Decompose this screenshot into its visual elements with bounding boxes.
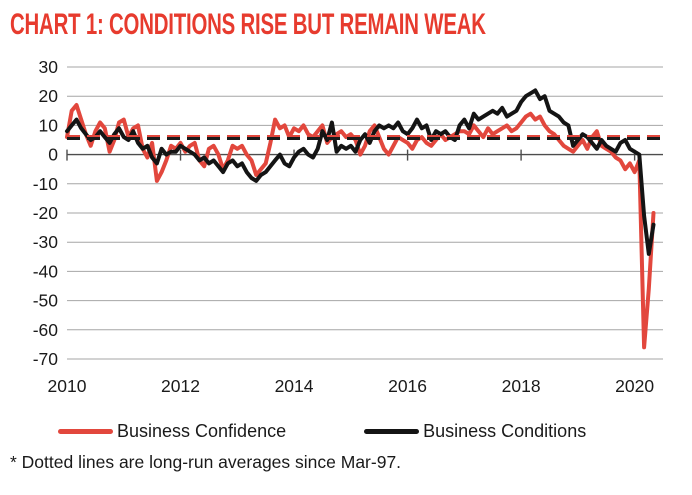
y-axis-label: 20 (39, 86, 59, 106)
legend-label-business-conditions: Business Conditions (423, 421, 587, 441)
y-axis-label: -20 (33, 203, 59, 223)
x-axis-label: 2010 (48, 376, 87, 396)
legend-label-business-confidence: Business Confidence (117, 421, 287, 441)
footnote: * Dotted lines are long-run averages sin… (10, 452, 402, 472)
legend: Business Confidence Business Conditions (58, 421, 586, 442)
y-axis-label: -40 (33, 261, 59, 281)
conditions-line-swatch (364, 428, 420, 435)
chart-title: CHART 1: CONDITIONS RISE BUT REMAIN WEAK (10, 8, 486, 41)
y-axis-label: 30 (39, 57, 59, 77)
confidence-line-swatch (58, 428, 113, 435)
y-axis-label: -70 (33, 349, 59, 369)
legend-item-business-conditions: Business Conditions (364, 421, 586, 442)
y-axis-label: -60 (33, 320, 59, 340)
y-axis-label: 0 (48, 145, 58, 165)
x-axis-label: 2020 (615, 376, 654, 396)
series-line-business-conditions (65, 88, 656, 256)
x-axis-label: 2014 (275, 376, 314, 396)
x-axis-label: 2012 (161, 376, 200, 396)
x-axis-label: 2016 (388, 376, 427, 396)
y-axis-label: 10 (39, 115, 59, 135)
legend-item-business-confidence: Business Confidence (58, 421, 286, 442)
y-axis-label: -30 (33, 232, 59, 252)
x-axis-label: 2018 (502, 376, 541, 396)
y-axis-label: -10 (33, 174, 59, 194)
y-axis-label: -50 (33, 291, 59, 311)
